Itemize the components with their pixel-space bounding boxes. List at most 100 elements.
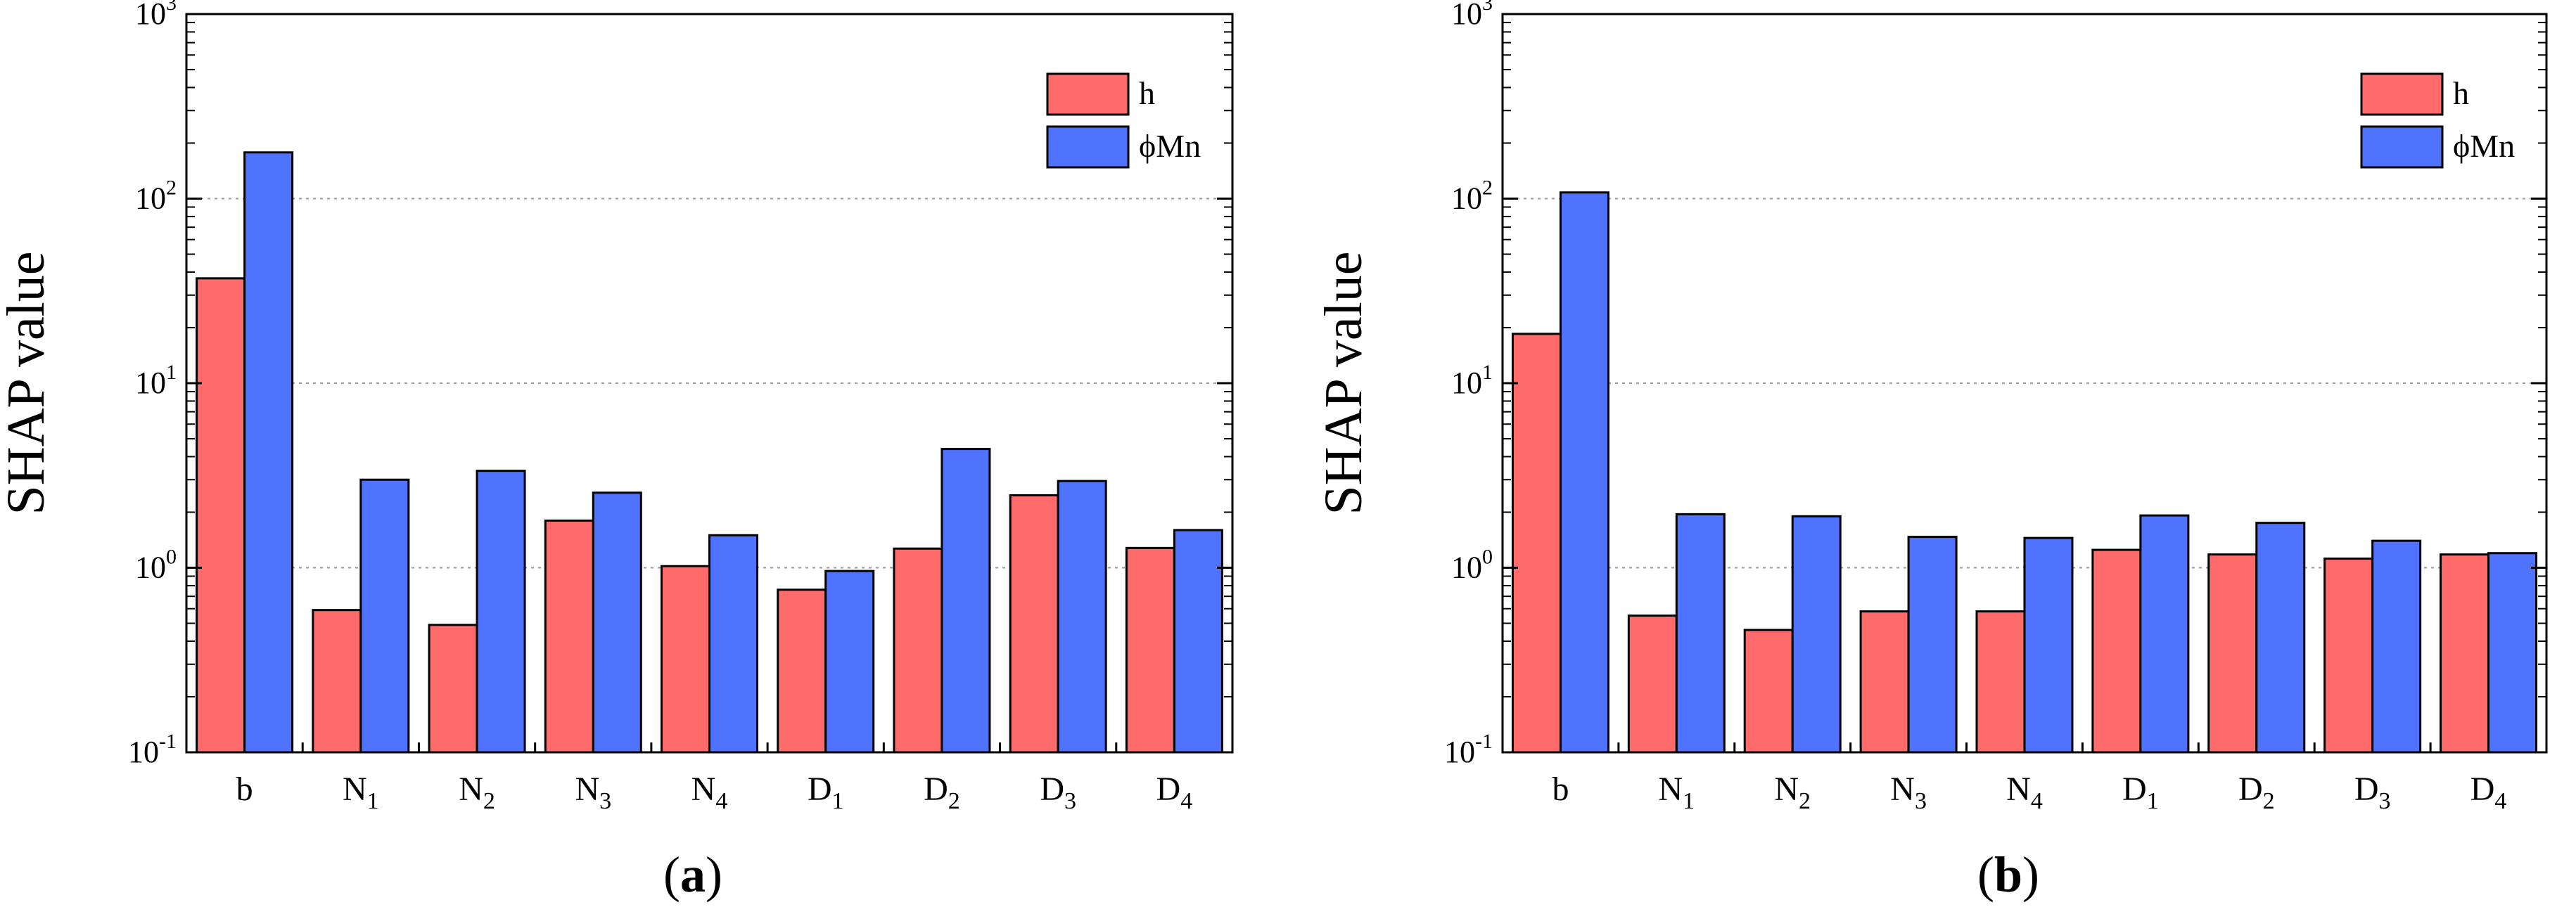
x-category-label: N3 [1890, 771, 1927, 814]
category-subscript: 3 [1915, 788, 1927, 814]
bar-phimn-d2 [2255, 522, 2306, 754]
bar-h-d2 [2207, 553, 2258, 754]
category-subscript: 4 [1180, 788, 1192, 814]
x-category-label: b [236, 771, 253, 808]
category-base: D [2470, 771, 2495, 808]
category-subscript: 2 [483, 788, 495, 814]
y-tick-label: 101 [135, 361, 177, 400]
y-tick-base: 10 [135, 551, 166, 585]
bar-phimn-n4 [708, 534, 758, 754]
bar-phimn-d1 [2139, 514, 2190, 754]
bar-h-n2 [1743, 629, 1794, 754]
bar-phimn-d4 [2487, 552, 2538, 754]
panel-caption: (a) [663, 847, 722, 903]
legend-swatch [2360, 125, 2444, 169]
x-category-label: D2 [2238, 771, 2275, 814]
category-base: N [575, 771, 599, 808]
caption-paren: ) [706, 847, 722, 903]
category-subscript: 2 [1799, 788, 1811, 814]
bar-h-b [1511, 333, 1562, 754]
y-tick-label: 103 [135, 0, 177, 31]
bar-phimn-n3 [1907, 536, 1958, 754]
x-category-label: D2 [924, 771, 960, 814]
bar-h-d1 [777, 588, 827, 754]
legend-swatch [2360, 72, 2444, 116]
caption-letter: b [1994, 847, 2022, 903]
category-base: N [1890, 771, 1915, 808]
y-tick-exp: -1 [159, 730, 177, 753]
x-category-label: N4 [691, 771, 728, 814]
category-base: D [1040, 771, 1064, 808]
category-subscript: 2 [2263, 788, 2275, 814]
category-base: b [1552, 771, 1569, 808]
legend-label: h [1139, 75, 1155, 111]
bar-phimn-n1 [1675, 513, 1726, 754]
y-tick-label: 102 [1451, 176, 1493, 216]
y-tick-base: 10 [1444, 735, 1475, 769]
y-axis-label: SHAP value [1314, 251, 1373, 515]
category-subscript: 1 [2147, 788, 2159, 814]
category-subscript: 1 [832, 788, 844, 814]
x-category-label: N1 [343, 771, 379, 814]
y-tick-label: 100 [1451, 546, 1493, 585]
panel-caption: (b) [1977, 847, 2039, 903]
y-tick-exp: 0 [1482, 546, 1493, 569]
y-tick-label: 10-1 [1444, 730, 1493, 769]
bar-h-d2 [893, 547, 943, 754]
y-tick-exp: 2 [166, 176, 177, 200]
bar-h-n2 [428, 624, 478, 754]
category-base: D [1156, 771, 1181, 808]
y-tick-label: 101 [1451, 361, 1493, 400]
y-tick-exp: 1 [166, 361, 177, 384]
bar-h-n1 [1627, 614, 1678, 754]
category-subscript: 3 [1064, 788, 1076, 814]
bar-phimn-b [1559, 191, 1609, 754]
caption-paren: ( [1977, 847, 1994, 903]
bar-h-b [196, 277, 246, 754]
y-tick-base: 10 [1451, 0, 1482, 31]
bar-phimn-b [243, 151, 294, 754]
category-base: D [924, 771, 948, 808]
x-category-label: D4 [2470, 771, 2507, 814]
y-tick-label: 102 [135, 176, 177, 216]
x-category-label: N1 [1658, 771, 1695, 814]
legend-swatch [1046, 125, 1130, 169]
caption-letter: a [680, 847, 706, 903]
x-category-label: N2 [1774, 771, 1811, 814]
category-base: N [1658, 771, 1683, 808]
category-subscript: 1 [367, 788, 379, 814]
y-tick-exp: -1 [1475, 730, 1493, 753]
category-subscript: 3 [599, 788, 611, 814]
y-tick-base: 10 [1451, 551, 1482, 585]
y-tick-base: 10 [135, 0, 166, 31]
caption-paren: ( [663, 847, 680, 903]
category-base: N [691, 771, 716, 808]
category-base: N [2006, 771, 2031, 808]
bar-h-d1 [2091, 548, 2142, 754]
y-tick-base: 10 [1451, 181, 1482, 216]
bar-h-n3 [1859, 610, 1910, 754]
bar-phimn-d3 [1057, 479, 1107, 754]
bar-phimn-d2 [941, 448, 991, 754]
y-tick-exp: 1 [1482, 361, 1493, 384]
bar-h-d3 [1009, 494, 1059, 754]
category-base: D [2122, 771, 2147, 808]
category-base: N [343, 771, 367, 808]
category-base: D [808, 771, 832, 808]
x-category-label: b [1552, 771, 1569, 808]
x-category-label: D4 [1156, 771, 1193, 814]
category-subscript: 4 [715, 788, 727, 814]
bar-h-n1 [312, 609, 362, 754]
bar-phimn-n3 [592, 491, 642, 754]
y-tick-exp: 3 [166, 0, 177, 15]
x-category-label: D3 [1040, 771, 1076, 814]
bar-phimn-d4 [1173, 529, 1223, 754]
legend-label: h [2453, 75, 2469, 111]
x-category-label: D1 [808, 771, 844, 814]
y-tick-base: 10 [1451, 366, 1482, 400]
category-subscript: 4 [2031, 788, 2043, 814]
bar-phimn-n1 [359, 478, 410, 754]
category-base: D [2354, 771, 2379, 808]
